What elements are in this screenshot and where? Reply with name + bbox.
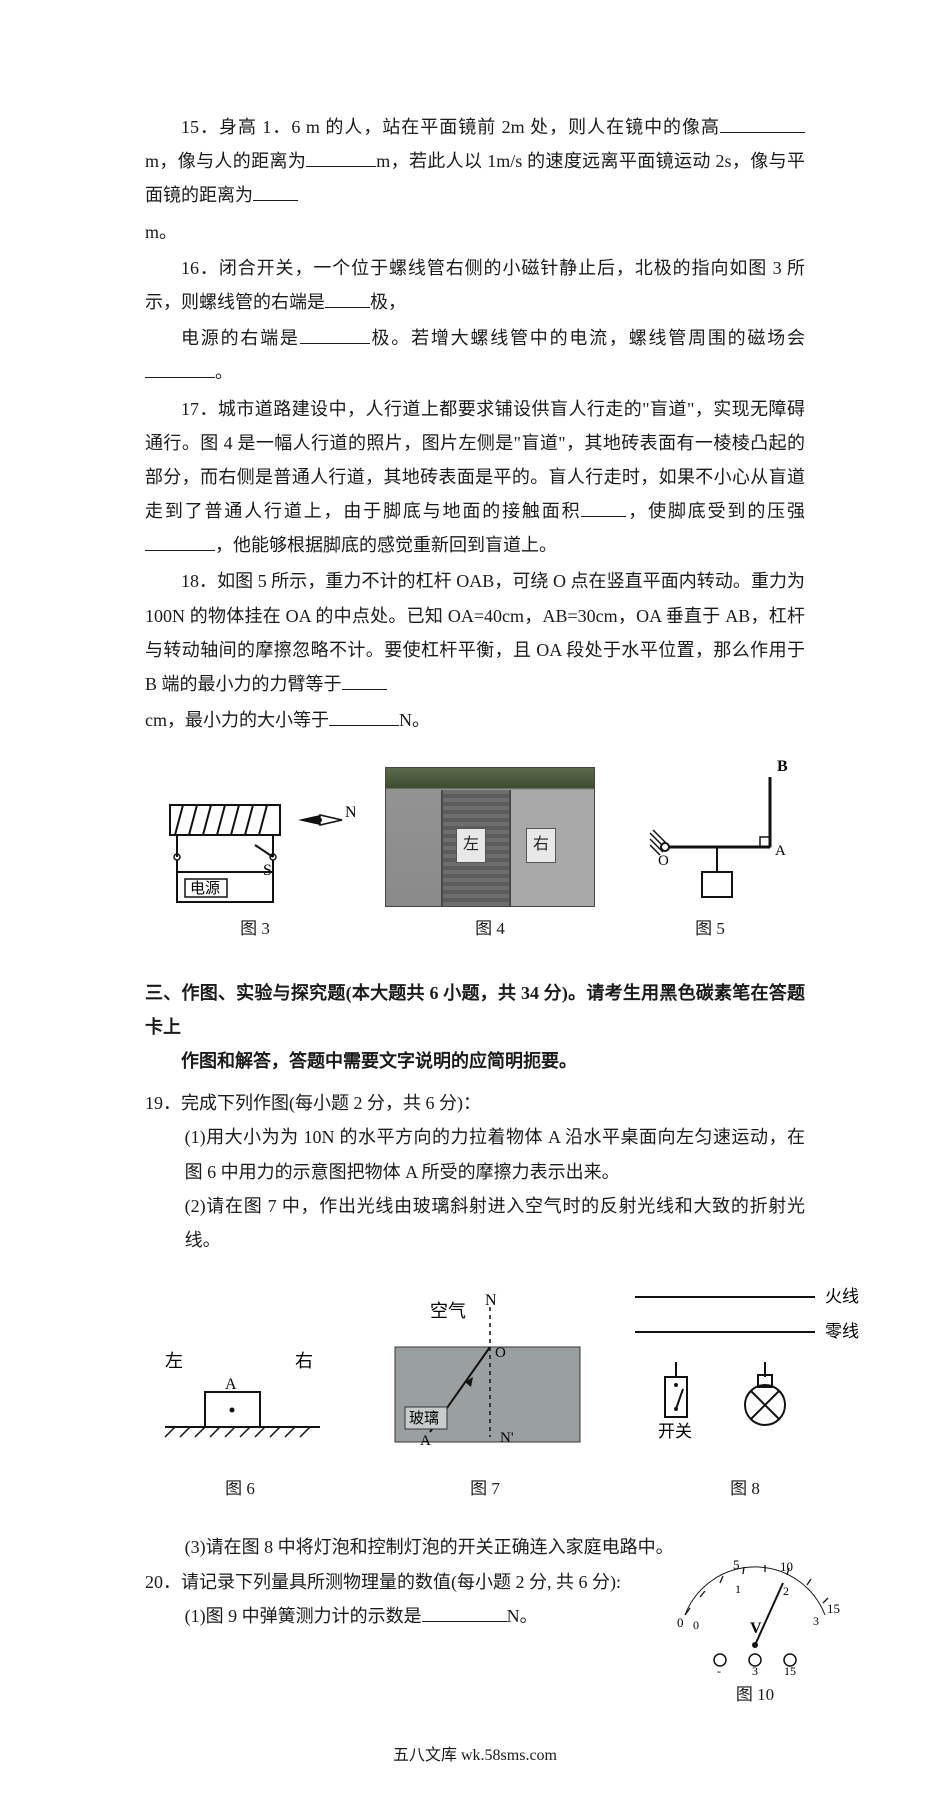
q15-text-b: m，像与人的距离为 — [145, 151, 306, 171]
fig4-right-label: 右 — [526, 828, 556, 862]
svg-text:A: A — [775, 843, 786, 859]
svg-text:B: B — [777, 758, 788, 775]
refraction-svg: 空气 N O A N' 玻璃 — [375, 1287, 595, 1467]
q18-text-b: cm，最小力的大小等于 — [145, 710, 329, 730]
figure-7: 空气 N O A N' 玻璃 图 7 — [375, 1287, 595, 1505]
question-19-head: 19．完成下列作图(每小题 2 分，共 6 分)： — [145, 1086, 805, 1120]
figure-8: 火线 零线 开关 图 8 — [625, 1277, 865, 1505]
q16-text-e: 。 — [215, 362, 233, 382]
svg-text:O: O — [658, 853, 669, 869]
svg-text:15: 15 — [784, 1664, 796, 1675]
svg-text:火线: 火线 — [825, 1287, 859, 1306]
figure-3-caption: 图 3 — [240, 913, 270, 945]
circuit-svg: 火线 零线 开关 — [625, 1277, 865, 1467]
svg-text:5: 5 — [733, 1557, 740, 1572]
svg-text:S: S — [263, 862, 272, 879]
svg-text:0: 0 — [677, 1615, 684, 1630]
blank[interactable] — [581, 497, 626, 517]
q16-text-b: 极， — [370, 292, 406, 312]
section-3-heading: 三、作图、实验与探究题(本大题共 6 小题，共 34 分)。请考生用黑色碳素笔在… — [145, 976, 805, 1079]
figure-3: N S 电源 图 3 — [155, 787, 355, 945]
blank[interactable] — [720, 113, 805, 133]
question-16: 16．闭合开关，一个位于螺线管右侧的小磁针静止后，北极的指向如图 3 所示，则螺… — [145, 251, 805, 319]
svg-text:右: 右 — [295, 1351, 313, 1371]
section-3-line2: 作图和解答，答题中需要文字说明的应简明扼要。 — [145, 1051, 577, 1071]
svg-text:1: 1 — [735, 1582, 741, 1596]
svg-text:开关: 开关 — [658, 1422, 692, 1441]
voltmeter-svg: 0 5 10 15 0 1 2 3 V - 3 15 — [665, 1555, 845, 1675]
q17-text-c: ，他能够根据脚底的感觉重新回到盲道上。 — [215, 535, 557, 555]
svg-text:N: N — [485, 1292, 497, 1309]
svg-text:3: 3 — [813, 1614, 819, 1628]
svg-text:V: V — [750, 1620, 762, 1637]
figures-row-2: 左 右 A 图 6 空气 N — [135, 1277, 865, 1505]
figure-8-caption: 图 8 — [730, 1473, 760, 1505]
question-19-sub2: (2)请在图 7 中，作出光线由玻璃斜射进入空气时的反射光线和大致的折射光线。 — [145, 1189, 805, 1257]
svg-text:3: 3 — [752, 1664, 758, 1675]
svg-text:0: 0 — [693, 1618, 699, 1632]
blank[interactable] — [422, 1602, 507, 1622]
figure-10: 0 5 10 15 0 1 2 3 V - 3 15 图 10 — [665, 1555, 845, 1711]
q16-text-a: 16．闭合开关，一个位于螺线管右侧的小磁针静止后，北极的指向如图 3 所示，则螺… — [145, 258, 805, 312]
svg-text:玻璃: 玻璃 — [409, 1410, 439, 1427]
figures-row-1: N S 电源 图 3 左 右 图 4 B — [145, 757, 805, 945]
figure-5-caption: 图 5 — [695, 913, 725, 945]
question-17: 17．城市道路建设中，人行道上都要求铺设供盲人行走的"盲道"，实现无障碍通行。图… — [145, 392, 805, 563]
lever-svg: B O A — [625, 757, 795, 907]
pavement-photo: 左 右 — [385, 767, 595, 907]
svg-text:左: 左 — [165, 1351, 183, 1371]
q16-text-d: 极。若增大螺线管中的电流，螺线管周围的磁场会 — [370, 328, 805, 348]
q15-text-a: 15．身高 1．6 m 的人，站在平面镜前 2m 处，则人在镜中的像高 — [181, 117, 720, 137]
page-footer: 五八文库 wk.58sms.com — [145, 1741, 805, 1771]
blank[interactable] — [145, 359, 215, 379]
solenoid-svg: N S 电源 — [155, 787, 355, 907]
svg-text:N': N' — [500, 1430, 514, 1446]
figure-5: B O A 图 5 — [625, 757, 795, 945]
q17-text-b: ，使脚底受到的压强 — [626, 501, 805, 521]
figure-4-caption: 图 4 — [475, 913, 505, 945]
figure-7-caption: 图 7 — [470, 1473, 500, 1505]
blank[interactable] — [342, 670, 387, 690]
svg-text:A: A — [420, 1433, 431, 1449]
friction-svg: 左 右 A — [135, 1337, 345, 1467]
svg-text:A: A — [225, 1376, 237, 1393]
q20-sub1-a: (1)图 9 中弹簧测力计的示数是 — [185, 1606, 422, 1626]
svg-text:-: - — [717, 1664, 721, 1675]
q15-text-d: m。 — [145, 222, 177, 242]
svg-text:零线: 零线 — [825, 1322, 859, 1341]
figure-6-caption: 图 6 — [225, 1473, 255, 1505]
q20-sub1-b: N。 — [507, 1606, 538, 1626]
blank[interactable] — [325, 288, 370, 308]
figure-4: 左 右 图 4 — [385, 767, 595, 945]
blank[interactable] — [145, 531, 215, 551]
question-18-line2: cm，最小力的大小等于 N。 — [145, 703, 805, 737]
blank[interactable] — [253, 182, 298, 202]
figure-10-caption: 图 10 — [736, 1679, 774, 1711]
svg-text:O: O — [495, 1345, 506, 1361]
q16-text-c: 电源的右端是 — [181, 328, 300, 348]
svg-text:空气: 空气 — [430, 1301, 466, 1321]
svg-text:10: 10 — [780, 1559, 793, 1574]
q18-text-c: N。 — [399, 710, 430, 730]
question-15-tail: m。 — [145, 215, 805, 249]
fig4-left-label: 左 — [456, 828, 486, 862]
q18-text-a: 18．如图 5 所示，重力不计的杠杆 OAB，可绕 O 点在竖直平面内转动。重力… — [145, 571, 805, 694]
section-3-line1: 三、作图、实验与探究题(本大题共 6 小题，共 34 分)。请考生用黑色碳素笔在… — [145, 983, 805, 1037]
blank[interactable] — [306, 147, 376, 167]
question-19-sub1: (1)用大小为为 10N 的水平方向的力拉着物体 A 沿水平桌面向左匀速运动，在… — [145, 1120, 805, 1188]
svg-text:2: 2 — [783, 1584, 789, 1598]
blank[interactable] — [329, 706, 399, 726]
blank[interactable] — [300, 324, 370, 344]
svg-text:电源: 电源 — [190, 880, 220, 897]
svg-text:15: 15 — [827, 1601, 840, 1616]
question-18: 18．如图 5 所示，重力不计的杠杆 OAB，可绕 O 点在竖直平面内转动。重力… — [145, 564, 805, 701]
svg-text:N: N — [345, 804, 355, 821]
question-15: 15．身高 1．6 m 的人，站在平面镜前 2m 处，则人在镜中的像高 m，像与人… — [145, 110, 805, 213]
question-16-line2: 电源的右端是 极。若增大螺线管中的电流，螺线管周围的磁场会。 — [145, 321, 805, 389]
figure-6: 左 右 A 图 6 — [135, 1337, 345, 1505]
